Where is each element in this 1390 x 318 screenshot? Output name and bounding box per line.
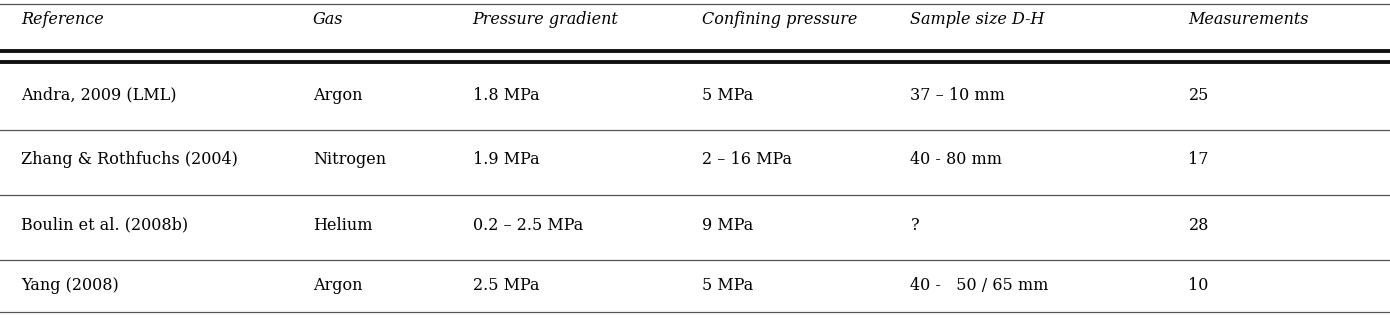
Text: Nitrogen: Nitrogen [313, 151, 386, 169]
Text: Confining pressure: Confining pressure [702, 11, 858, 29]
Text: 10: 10 [1188, 276, 1209, 294]
Text: 5 MPa: 5 MPa [702, 86, 753, 103]
Text: 2.5 MPa: 2.5 MPa [473, 276, 539, 294]
Text: 37 – 10 mm: 37 – 10 mm [910, 86, 1005, 103]
Text: 5 MPa: 5 MPa [702, 276, 753, 294]
Text: 28: 28 [1188, 217, 1209, 233]
Text: Andra, 2009 (LML): Andra, 2009 (LML) [21, 86, 177, 103]
Text: ?: ? [910, 217, 919, 233]
Text: Zhang & Rothfuchs (2004): Zhang & Rothfuchs (2004) [21, 151, 238, 169]
Text: Measurements: Measurements [1188, 11, 1309, 29]
Text: Boulin et al. (2008b): Boulin et al. (2008b) [21, 217, 188, 233]
Text: 2 – 16 MPa: 2 – 16 MPa [702, 151, 792, 169]
Text: 40 -   50 / 65 mm: 40 - 50 / 65 mm [910, 276, 1049, 294]
Text: 1.9 MPa: 1.9 MPa [473, 151, 539, 169]
Text: 9 MPa: 9 MPa [702, 217, 753, 233]
Text: Argon: Argon [313, 86, 363, 103]
Text: Gas: Gas [313, 11, 343, 29]
Text: Reference: Reference [21, 11, 104, 29]
Text: Yang (2008): Yang (2008) [21, 276, 118, 294]
Text: 25: 25 [1188, 86, 1209, 103]
Text: Sample size D-H: Sample size D-H [910, 11, 1045, 29]
Text: 0.2 – 2.5 MPa: 0.2 – 2.5 MPa [473, 217, 582, 233]
Text: Pressure gradient: Pressure gradient [473, 11, 619, 29]
Text: 1.8 MPa: 1.8 MPa [473, 86, 539, 103]
Text: 17: 17 [1188, 151, 1209, 169]
Text: 40 - 80 mm: 40 - 80 mm [910, 151, 1002, 169]
Text: Helium: Helium [313, 217, 373, 233]
Text: Argon: Argon [313, 276, 363, 294]
